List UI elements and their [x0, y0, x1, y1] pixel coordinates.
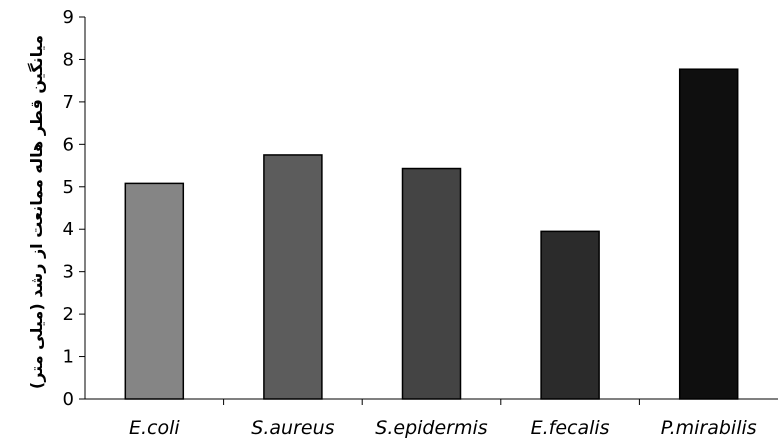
y-tick-label: 5 — [63, 177, 74, 198]
bar-e-fecalis — [540, 230, 600, 400]
x-axis-labels: E.coli S.aureus S.epidermis E.fecalis P.mira… — [129, 399, 757, 439]
y-tick-label: 8 — [63, 49, 74, 70]
bar-s-aureus — [263, 154, 323, 400]
x-tick-label: S.aureus — [251, 417, 334, 439]
x-tick-label: E.coli — [129, 417, 180, 439]
bar-s-epidermis — [401, 167, 462, 400]
y-tick-label: 1 — [63, 347, 74, 368]
y-tick-label: 6 — [63, 134, 74, 155]
x-tick-label: E.fecalis — [531, 417, 610, 439]
y-tick-label: 7 — [63, 92, 74, 113]
x-tick-label: P.mirabilis — [661, 417, 757, 439]
x-tick-label: S.epidermis — [375, 417, 487, 439]
y-axis-ticks: 0 1 2 3 4 5 6 7 8 9 — [63, 7, 85, 410]
y-tick-label: 9 — [63, 7, 74, 28]
bar-p-mirabilis — [678, 68, 739, 400]
bar-e-coli — [124, 182, 185, 400]
y-tick-label: 0 — [63, 389, 74, 410]
y-axis-label: میانگین قطر هاله ممانعت از رشد (میلی متر… — [27, 35, 46, 389]
y-tick-label: 2 — [63, 304, 74, 325]
y-tick-label: 4 — [63, 219, 74, 240]
bars — [124, 68, 739, 400]
y-tick-label: 3 — [63, 262, 74, 283]
